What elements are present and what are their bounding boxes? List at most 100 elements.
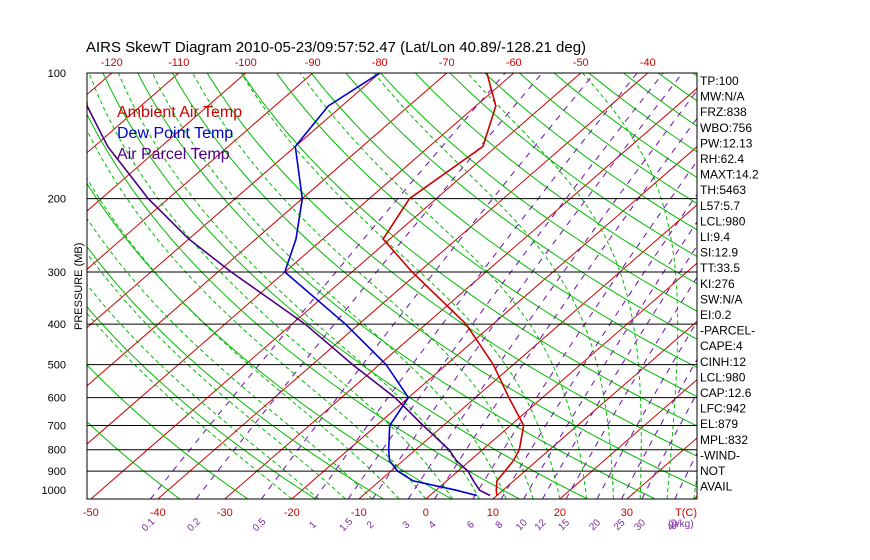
dry-adiabat-line — [87, 421, 181, 499]
bottom-temp-tick-label: -10 — [351, 507, 367, 519]
mixing-ratio-label: 30 — [632, 517, 648, 533]
mixing-ratio-label: 1 — [307, 519, 319, 531]
isotherm-line — [87, 73, 180, 154]
bottom-temp-tick-label: 20 — [554, 507, 566, 519]
isotherm-line — [0, 73, 45, 499]
pressure-tick-label: 400 — [48, 319, 66, 331]
bottom-temp-tick-label: -50 — [83, 507, 99, 519]
dry-adiabat-line — [762, 73, 870, 499]
isotherm-line — [87, 73, 515, 445]
pressure-tick-label: 500 — [48, 360, 66, 372]
dry-adiabat-line — [310, 73, 697, 369]
mixing-ratio-line — [372, 73, 683, 499]
pressure-tick-label: 800 — [48, 445, 66, 457]
dry-adiabat-line — [171, 73, 697, 488]
series-line — [87, 92, 491, 497]
moist-adiabat-line — [117, 73, 480, 499]
pressure-tick-label: 100 — [48, 68, 66, 80]
mixing-ratio-line — [621, 358, 697, 499]
index-entry: RH:62.4 — [700, 152, 744, 166]
dry-adiabat-line — [87, 364, 248, 499]
dry-adiabat-line — [797, 73, 870, 499]
isotherm-line — [87, 73, 113, 96]
index-entry: TP:100 — [700, 74, 739, 88]
moist-adiabat-line — [87, 283, 319, 499]
mixing-ratio-line — [565, 276, 697, 499]
pressure-tick-label: 1000 — [42, 485, 66, 497]
bottom-temp-tick-label: -30 — [217, 507, 233, 519]
dry-adiabat-line — [137, 73, 656, 499]
mixing-ratio-line — [542, 245, 697, 499]
top-temp-tick-label: -90 — [305, 57, 321, 69]
index-entry: MPL:832 — [700, 433, 748, 447]
moist-adiabat-line — [87, 252, 346, 499]
y-axis-label: PRESSURE (MB) — [73, 243, 85, 330]
index-entry: TT:33.5 — [700, 261, 740, 275]
moist-adiabat-line — [373, 73, 614, 499]
bottom-temp-tick-label: 0 — [423, 507, 429, 519]
bottom-temp-tick-label: 30 — [621, 507, 633, 519]
index-entry: LI:9.4 — [700, 230, 730, 244]
top-temp-tick-label: -40 — [640, 57, 656, 69]
index-entry: LFC:942 — [700, 402, 746, 416]
index-entry: KI:276 — [700, 277, 735, 291]
mixing-ratio-label: 0.2 — [186, 516, 204, 534]
legend-entry: Air Parcel Temp — [117, 146, 230, 163]
bottom-temperature-ticks: -50 -40 -30 -20 -10 0 10 20 30 T(C) — [83, 507, 697, 519]
isotherm-line — [761, 73, 870, 499]
mixing-ratio-label: 4 — [427, 519, 439, 531]
index-entry: MW:N/A — [700, 90, 744, 104]
plot-frame — [86, 72, 698, 500]
dry-adiabat-line — [345, 73, 697, 340]
mixing-ratio-label: 8 — [494, 519, 506, 531]
index-entry: CAP:12.6 — [700, 386, 752, 400]
mixing-ratio-line — [195, 73, 543, 499]
isotherm-line — [90, 73, 582, 499]
top-temp-tick-label: -50 — [573, 57, 589, 69]
moist-adiabat-line — [151, 73, 507, 499]
bottom-axis-label: T(C) — [675, 507, 697, 519]
pressure-tick-label: 300 — [48, 267, 66, 279]
top-temp-tick-label: -60 — [506, 57, 522, 69]
top-temperature-ticks: -120 -110 -100 -90 -80 -70 -60 -50 -40 — [101, 57, 656, 69]
dry-adiabat-line — [276, 73, 697, 398]
legend: Ambient Air Temp Dew Point Temp Air Parcel… — [117, 104, 242, 163]
top-temp-tick-label: -120 — [101, 57, 123, 69]
isotherm-line — [87, 73, 448, 387]
bottom-temp-tick-label: 10 — [487, 507, 499, 519]
isotherm-line — [828, 73, 870, 499]
index-entry: SI:12.9 — [700, 246, 738, 260]
mixing-ratio-line — [500, 193, 697, 499]
index-entry: TH:5463 — [700, 183, 746, 197]
index-entry: LCL:980 — [700, 214, 746, 228]
series-lines — [87, 73, 525, 497]
mixing-ratio-label: 10 — [514, 517, 530, 533]
mixing-ratio-label: 6 — [465, 519, 477, 531]
moist-adiabat-line — [192, 73, 534, 499]
mixing-ratio-line — [596, 320, 697, 499]
index-entry: EI:0.2 — [700, 308, 732, 322]
mixing-ratio-line — [347, 73, 664, 499]
mixing-ratio-label: 12 — [533, 517, 549, 533]
isotherm-line — [87, 73, 314, 270]
isotherm-line — [492, 320, 697, 499]
index-entry: AVAIL — [700, 480, 733, 494]
moist-adiabat-line — [87, 177, 400, 499]
index-entry: MAXT:14.2 — [700, 168, 759, 182]
isotherm-line — [291, 146, 697, 499]
mixing-ratio-label: 2 — [365, 519, 377, 531]
index-entry: -PARCEL- — [700, 324, 755, 338]
isotherm-line — [425, 262, 697, 499]
dry-adiabat-line — [87, 306, 316, 499]
mixing-ratio-label: 15 — [556, 517, 572, 533]
mixing-ratio-label: 3 — [401, 519, 413, 531]
isotherm-line — [224, 87, 697, 499]
mixing-ratio-unit: (g/kg) — [668, 519, 694, 530]
moist-adiabat-line — [88, 73, 454, 499]
index-entry: LCL:980 — [700, 370, 746, 384]
index-entry: CAPE:4 — [700, 339, 743, 353]
mixing-ratio-line — [472, 160, 697, 499]
moist-adiabat-line — [87, 129, 427, 499]
index-entry: NOT — [700, 464, 726, 478]
